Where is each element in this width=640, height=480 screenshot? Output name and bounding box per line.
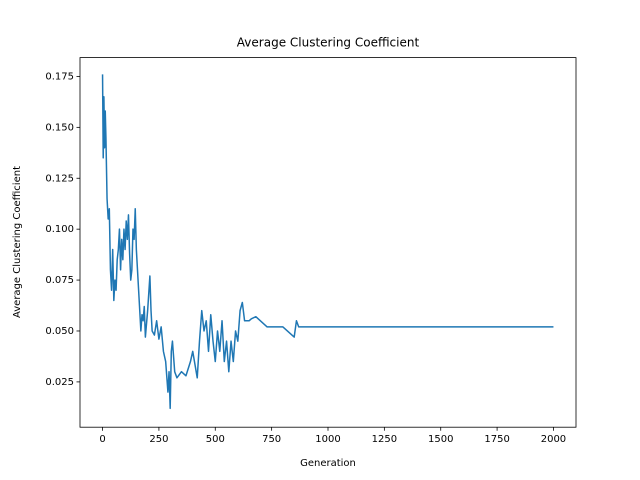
x-tick-label: 250 (149, 434, 168, 445)
x-tick-label: 1750 (484, 434, 509, 445)
y-tick-label: 0.075 (45, 275, 74, 286)
y-tick-label: 0.100 (45, 224, 74, 235)
x-tick-label: 0 (99, 434, 105, 445)
x-tick-label: 500 (206, 434, 225, 445)
chart-title: Average Clustering Coefficient (237, 36, 420, 50)
x-axis-label: Generation (300, 458, 356, 469)
x-tick-label: 1250 (372, 434, 397, 445)
x-tick-label: 750 (262, 434, 281, 445)
x-tick-label: 2000 (541, 434, 566, 445)
line (101, 74, 554, 410)
y-axis-label: Average Clustering Coefficient (12, 166, 23, 318)
plot-frame (79, 57, 577, 428)
y-tick-label: 0.175 (45, 71, 74, 82)
y-tick-label: 0.125 (45, 173, 74, 184)
y-tick-label: 0.025 (45, 377, 74, 388)
x-tick-label: 1500 (428, 434, 453, 445)
x-tick-label: 1000 (315, 434, 340, 445)
y-tick-label: 0.150 (45, 122, 74, 133)
y-tick-label: 0.050 (45, 326, 74, 337)
